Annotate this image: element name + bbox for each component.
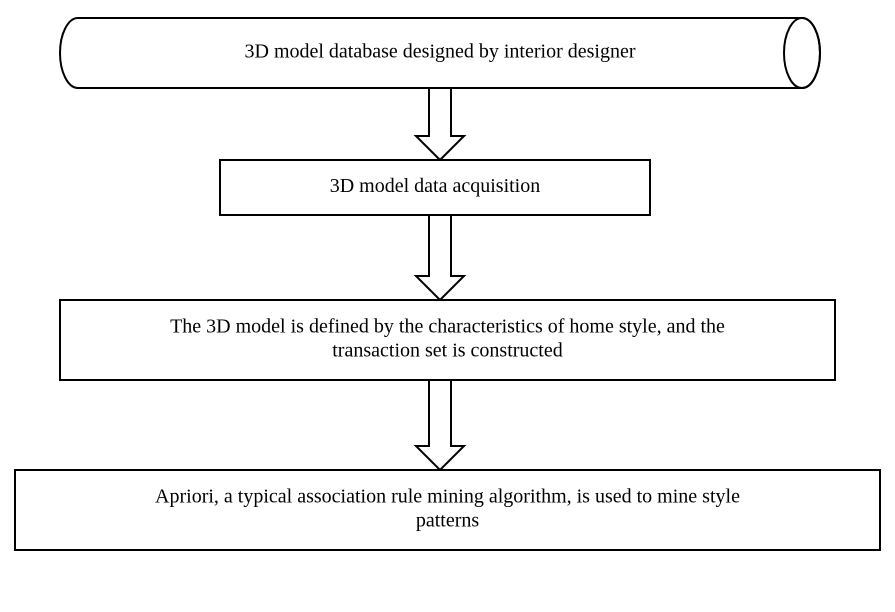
node-n2: 3D model data acquisition bbox=[220, 160, 650, 215]
flowchart-canvas: 3D model database designed by interior d… bbox=[0, 0, 895, 612]
node-n3-line-0: The 3D model is defined by the character… bbox=[170, 316, 725, 338]
node-n3-line-1: transaction set is constructed bbox=[332, 340, 563, 362]
node-n4: Apriori, a typical association rule mini… bbox=[15, 470, 880, 550]
node-n4-line-0: Apriori, a typical association rule mini… bbox=[155, 486, 740, 508]
node-n1: 3D model database designed by interior d… bbox=[60, 18, 820, 88]
node-n2-line-0: 3D model data acquisition bbox=[330, 175, 541, 197]
node-n1-line-0: 3D model database designed by interior d… bbox=[245, 41, 636, 63]
node-n4-line-1: patterns bbox=[416, 510, 480, 532]
node-n3: The 3D model is defined by the character… bbox=[60, 300, 835, 380]
